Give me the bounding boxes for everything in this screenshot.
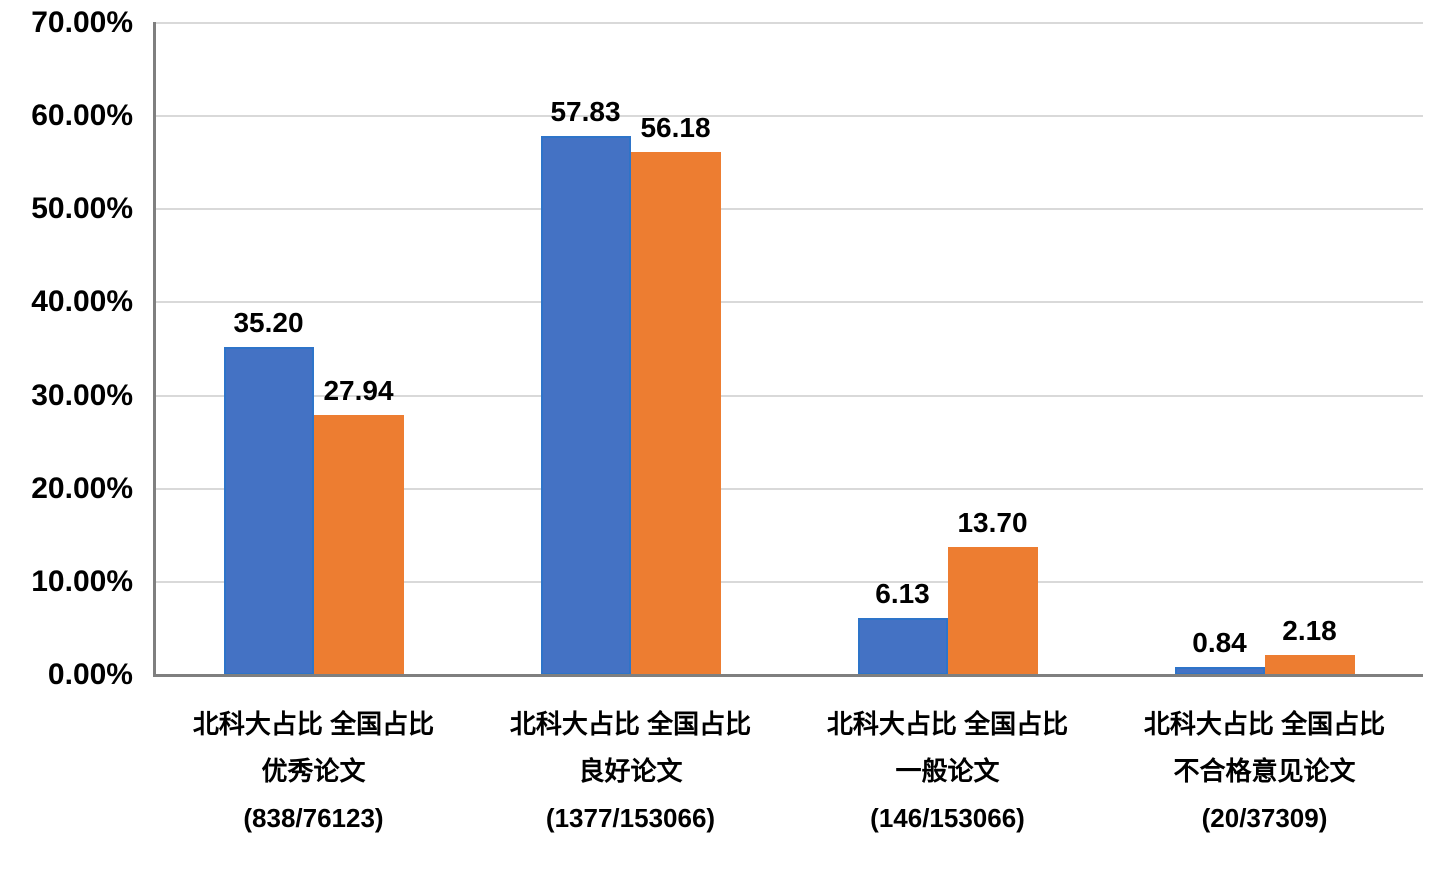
bar-value-label: 56.18 [640,111,711,143]
bar-全国占比-优秀论文 [313,414,404,675]
gridline [155,580,1423,583]
category-label: 北科大占比 全国占比 不合格意见论文 (20/37309) [1106,701,1423,842]
bar-value-label: 0.84 [1192,627,1247,659]
category-label: 北科大占比 全国占比 优秀论文 (838/76123) [155,701,472,842]
bar-value-label: 2.18 [1282,614,1337,646]
x-axis-line [155,674,1423,677]
bar-value-label: 13.70 [957,507,1028,539]
category-paper-type: 优秀论文 [261,756,366,786]
category-label: 北科大占比 全国占比 一般论文 (146/153066) [789,701,1106,842]
category-series-names: 北科大占比 全国占比 [1143,709,1386,739]
y-axis-tick-label: 50.00% [31,192,133,226]
category-counts: (1377/153066) [545,803,716,833]
category-paper-type: 良好论文 [578,756,683,786]
category-paper-type: 不合格意见论文 [1173,756,1356,786]
category-paper-type: 一般论文 [895,756,1000,786]
y-axis-tick-label: 70.00% [31,6,133,39]
y-axis-tick-label: 20.00% [31,471,133,505]
gridline [155,301,1423,304]
gridline [155,22,1423,24]
gridline [155,394,1423,397]
bar-value-label: 6.13 [875,577,930,609]
y-axis-tick-label: 30.00% [31,378,133,412]
category-series-names: 北科大占比 全国占比 [192,709,435,739]
y-axis-tick-label: 0.00% [47,658,133,691]
y-axis-tick-label: 60.00% [31,99,133,133]
category-counts: (146/153066) [870,803,1025,833]
gridline [155,115,1423,118]
y-axis-tick-label: 40.00% [31,285,133,319]
gridline [155,208,1423,211]
category-counts: (838/76123) [243,803,384,833]
bar-全国占比-一般论文 [947,547,1038,675]
bar-value-label: 35.20 [233,307,304,339]
category-counts: (20/37309) [1201,803,1328,833]
y-axis-line [153,22,156,677]
bar-value-label: 27.94 [323,374,394,406]
bar-value-label: 57.83 [550,96,621,128]
bar-全国占比-不合格意见论文 [1264,654,1355,675]
bar-北科大占比-优秀论文 [223,347,314,675]
bar-北科大占比-良好论文 [540,136,631,675]
y-axis-tick-label: 10.00% [31,564,133,598]
bar-全国占比-良好论文 [630,151,721,675]
category-series-names: 北科大占比 全国占比 [826,709,1069,739]
category-label: 北科大占比 全国占比 良好论文 (1377/153066) [472,701,789,842]
bar-北科大占比-一般论文 [857,617,948,675]
gridline [155,487,1423,490]
category-series-names: 北科大占比 全国占比 [509,709,752,739]
